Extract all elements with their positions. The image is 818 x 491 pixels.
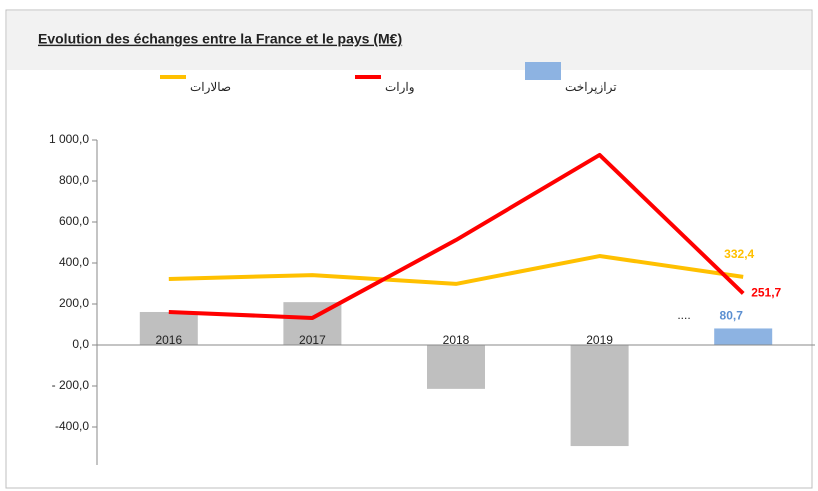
legend-swatch <box>525 62 561 80</box>
annotation: .... <box>677 308 690 322</box>
x-tick-label: 2019 <box>586 333 613 347</box>
y-tick-label: 0,0 <box>72 337 89 351</box>
x-tick-label: 2016 <box>155 333 182 347</box>
data-label: 332,4 <box>724 247 754 261</box>
y-tick-label: - 200,0 <box>52 378 90 392</box>
legend-label: ترازپراخت <box>565 80 617 94</box>
legend-label: وارات <box>385 80 415 94</box>
bar <box>714 328 772 345</box>
y-tick-label: 600,0 <box>59 214 89 228</box>
y-tick-label: 400,0 <box>59 255 89 269</box>
chart-title: Evolution des échanges entre la France e… <box>38 31 402 47</box>
y-tick-label: 1 000,0 <box>49 132 89 146</box>
x-tick-label: 2018 <box>443 333 470 347</box>
y-tick-label: -400,0 <box>55 419 89 433</box>
chart: Evolution des échanges entre la France e… <box>0 0 818 491</box>
y-tick-label: 200,0 <box>59 296 89 310</box>
legend-label: صالارات <box>190 80 231 94</box>
data-label: 80,7 <box>720 309 744 323</box>
bar <box>571 345 629 446</box>
bar <box>427 345 485 389</box>
data-label: 251,7 <box>751 286 781 300</box>
x-tick-label: 2017 <box>299 333 326 347</box>
y-tick-label: 800,0 <box>59 173 89 187</box>
